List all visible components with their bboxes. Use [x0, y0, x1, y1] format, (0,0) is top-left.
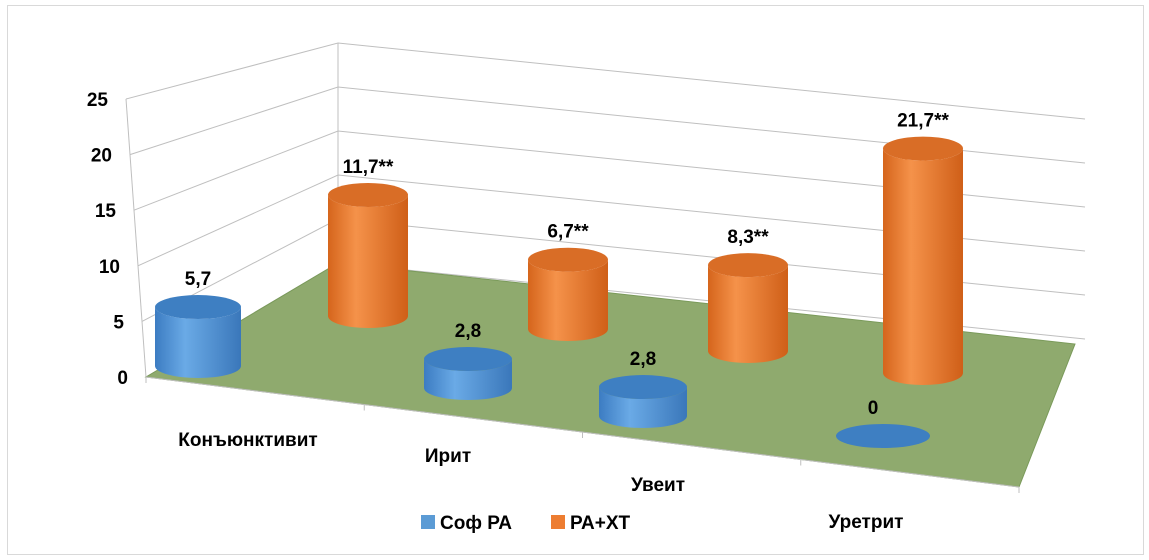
y-tick-label: 15 — [95, 201, 117, 222]
y-tick-label: 20 — [91, 146, 112, 167]
chart-canvas: 0 5 10 15 20 25 11,7** 5,7 6,7** 2,8 8,3** 2,8 21,7… — [87, 42, 1086, 534]
bar-blue-1-top — [424, 347, 512, 372]
y-tick-label: 0 — [117, 368, 128, 389]
bar-orange-0 — [328, 183, 408, 328]
bar-orange-2-top — [708, 253, 788, 278]
bar-blue-1 — [424, 347, 512, 400]
legend-label: Соф РА — [440, 513, 512, 534]
bar-orange-1-top — [528, 247, 608, 272]
bar-blue-3-top — [836, 424, 930, 448]
bar-orange-2-body — [708, 265, 788, 363]
data-label-orange-0: 11,7** — [343, 157, 394, 178]
data-label-blue-2: 2,8 — [630, 349, 656, 370]
bar-orange-3-body — [883, 148, 963, 385]
data-label-orange-3: 21,7** — [897, 111, 949, 132]
y-axis-line — [125, 98, 147, 378]
y-tick-label: 10 — [99, 257, 120, 278]
chart-frame: 0 5 10 15 20 25 11,7** 5,7 6,7** 2,8 8,3** 2,8 21,7… — [7, 5, 1144, 555]
bar-blue-2-body — [599, 387, 688, 428]
bar-blue-1-body — [424, 359, 512, 400]
y-tick-label: 5 — [113, 312, 124, 333]
data-label-orange-1: 6,7** — [547, 222, 589, 243]
category-label: Ирит — [425, 446, 471, 467]
bar-orange-3 — [883, 136, 963, 385]
legend-label: РА+ХТ — [570, 513, 630, 534]
bar-orange-3-top — [883, 136, 963, 161]
data-labels: 11,7** 5,7 6,7** 2,8 8,3** 2,8 21,7** 0 — [185, 111, 950, 419]
legend-item: Соф РА — [421, 513, 512, 534]
bar-orange-1-body — [528, 259, 608, 341]
bar-orange-0-top — [328, 183, 408, 208]
gridline — [125, 42, 1086, 120]
data-label-orange-2: 8,3** — [727, 227, 769, 248]
category-label: Уретрит — [829, 512, 904, 533]
bar-blue-3 — [836, 424, 930, 448]
data-label-blue-1: 2,8 — [455, 321, 481, 342]
bar-blue-0 — [155, 295, 241, 378]
category-label: Увеит — [631, 475, 685, 496]
data-label-blue-3: 0 — [868, 398, 879, 419]
y-axis-ticks: 0 5 10 15 20 25 — [87, 90, 128, 389]
legend-item: РА+ХТ — [551, 513, 630, 534]
bar-orange-1 — [528, 247, 608, 341]
y-tick-label: 25 — [87, 90, 109, 111]
category-label: Конъюнктивит — [178, 430, 317, 451]
data-label-blue-0: 5,7 — [185, 269, 211, 290]
bar-blue-2-top — [599, 375, 687, 400]
category-axis: Конъюнктивит Ирит Увеит Уретрит — [178, 430, 903, 533]
bar-orange-0-body — [328, 195, 408, 328]
legend: Соф РА РА+ХТ — [421, 513, 630, 534]
bar-orange-2 — [708, 253, 788, 363]
legend-swatch — [551, 515, 565, 529]
bar-blue-0-body — [155, 307, 241, 378]
chart-bars — [155, 136, 963, 448]
legend-swatch — [421, 515, 435, 529]
bar-blue-2 — [599, 375, 688, 428]
bar-blue-0-top — [155, 295, 241, 320]
